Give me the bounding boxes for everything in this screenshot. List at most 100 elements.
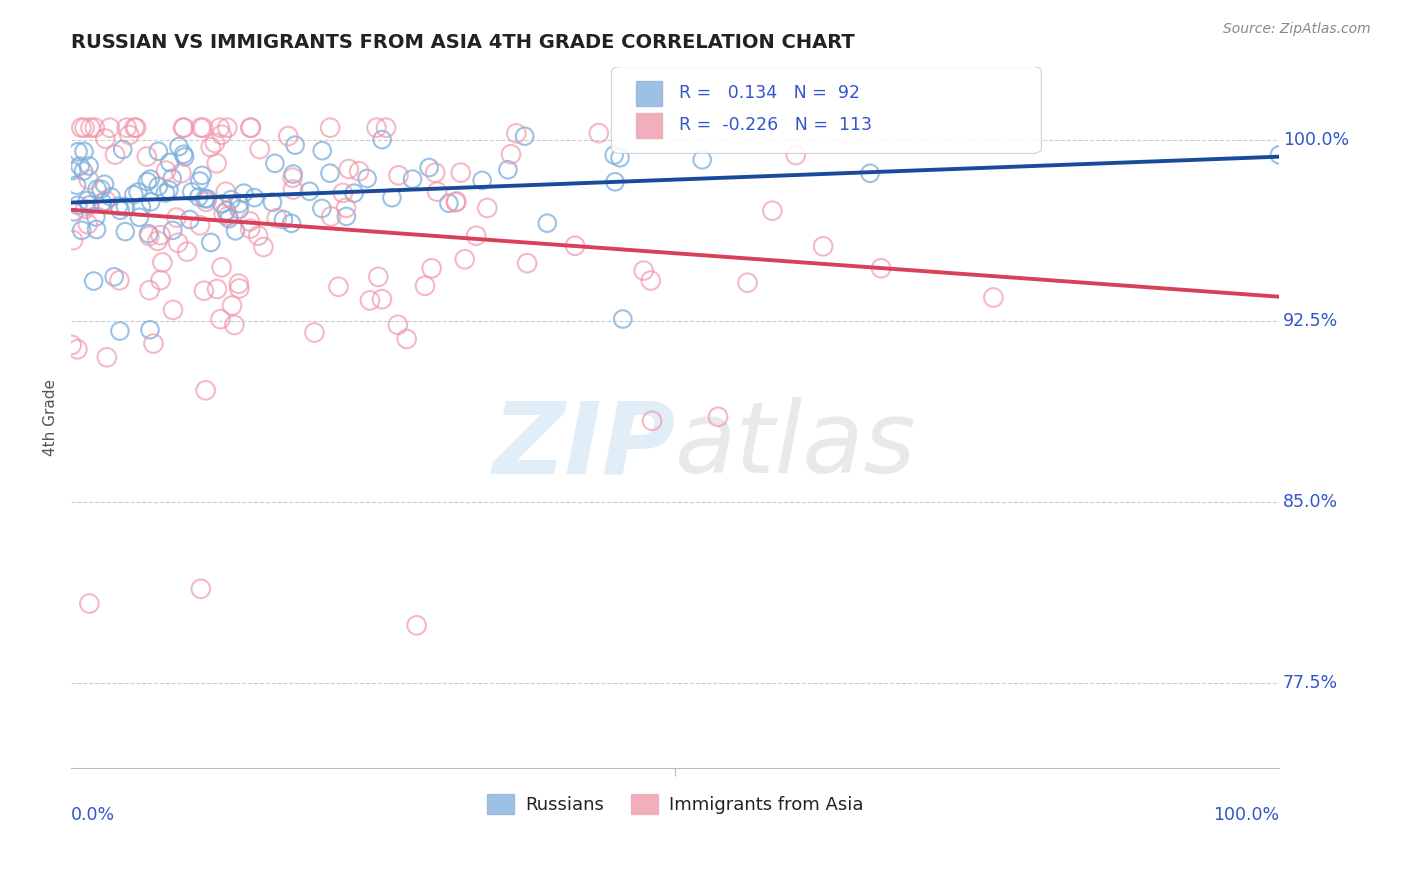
Point <box>281 170 304 185</box>
Point <box>690 153 713 167</box>
Point <box>249 142 271 156</box>
Point <box>108 273 131 287</box>
Point <box>266 211 288 226</box>
Point <box>328 279 350 293</box>
Point <box>612 312 634 326</box>
Point <box>118 128 141 142</box>
Point <box>122 187 145 202</box>
Point <box>79 198 101 212</box>
Point <box>72 164 94 178</box>
Point <box>536 216 558 230</box>
Point <box>603 148 626 162</box>
Point <box>496 162 519 177</box>
Point <box>205 282 228 296</box>
Point <box>413 278 436 293</box>
Point <box>211 128 233 142</box>
Point <box>217 209 239 223</box>
Point <box>155 163 177 178</box>
Point <box>176 244 198 259</box>
Point <box>135 149 157 163</box>
Point <box>75 202 97 216</box>
Point <box>870 261 893 276</box>
Point <box>375 120 398 135</box>
FancyBboxPatch shape <box>612 67 1042 153</box>
Point <box>128 211 150 225</box>
Point <box>205 156 228 170</box>
Point <box>76 194 98 208</box>
Point <box>148 179 170 194</box>
Point <box>136 175 159 189</box>
Point <box>217 120 239 135</box>
Point <box>138 229 160 244</box>
Point <box>79 597 101 611</box>
Text: 92.5%: 92.5% <box>1284 312 1339 330</box>
Point <box>332 186 354 200</box>
Point <box>76 217 98 231</box>
Point <box>139 323 162 337</box>
Point <box>319 166 342 180</box>
Point <box>785 148 807 162</box>
Point <box>437 196 460 211</box>
Point <box>125 120 148 135</box>
Point <box>454 252 477 267</box>
Point <box>191 169 214 183</box>
Point <box>983 291 1005 305</box>
Point <box>239 221 262 235</box>
Point <box>155 186 177 200</box>
Point <box>90 182 112 196</box>
Point <box>252 240 274 254</box>
Point <box>173 150 195 164</box>
Point <box>70 120 93 135</box>
Point <box>79 120 101 135</box>
Point <box>311 144 333 158</box>
Point <box>86 182 108 196</box>
Point <box>162 302 184 317</box>
Text: 85.0%: 85.0% <box>1284 493 1339 511</box>
Point <box>425 166 447 180</box>
Point <box>211 260 233 275</box>
Point <box>139 172 162 186</box>
Point <box>103 269 125 284</box>
Point <box>149 273 172 287</box>
Text: atlas: atlas <box>675 397 917 494</box>
Point <box>200 235 222 250</box>
Point <box>356 171 378 186</box>
Point <box>243 191 266 205</box>
Point <box>157 183 180 197</box>
Text: 0.0%: 0.0% <box>72 806 115 824</box>
Point <box>505 126 527 140</box>
Point <box>311 202 333 216</box>
Point <box>187 190 209 204</box>
Point <box>191 120 214 135</box>
Point <box>420 261 443 276</box>
Point <box>239 120 262 135</box>
Text: Source: ZipAtlas.com: Source: ZipAtlas.com <box>1223 22 1371 37</box>
Point <box>77 172 100 186</box>
Point <box>77 159 100 173</box>
Text: 100.0%: 100.0% <box>1213 806 1279 824</box>
Point <box>218 211 240 226</box>
Point <box>62 233 84 247</box>
Point <box>211 197 233 211</box>
Point <box>319 120 342 135</box>
Point <box>73 120 96 135</box>
Point <box>262 195 284 210</box>
Point <box>73 145 96 159</box>
Point <box>208 120 231 135</box>
Point <box>281 182 304 196</box>
Point <box>477 201 499 215</box>
Point <box>239 214 262 228</box>
Point <box>298 184 321 198</box>
Point <box>180 185 202 199</box>
Point <box>146 234 169 248</box>
Point <box>108 324 131 338</box>
Text: 77.5%: 77.5% <box>1284 674 1339 692</box>
Point <box>335 210 357 224</box>
Point <box>194 192 217 206</box>
Point <box>66 198 89 212</box>
Point <box>371 133 394 147</box>
Point <box>204 136 226 150</box>
Point <box>138 227 160 241</box>
Point <box>114 200 136 214</box>
Text: 100.0%: 100.0% <box>1284 131 1350 149</box>
